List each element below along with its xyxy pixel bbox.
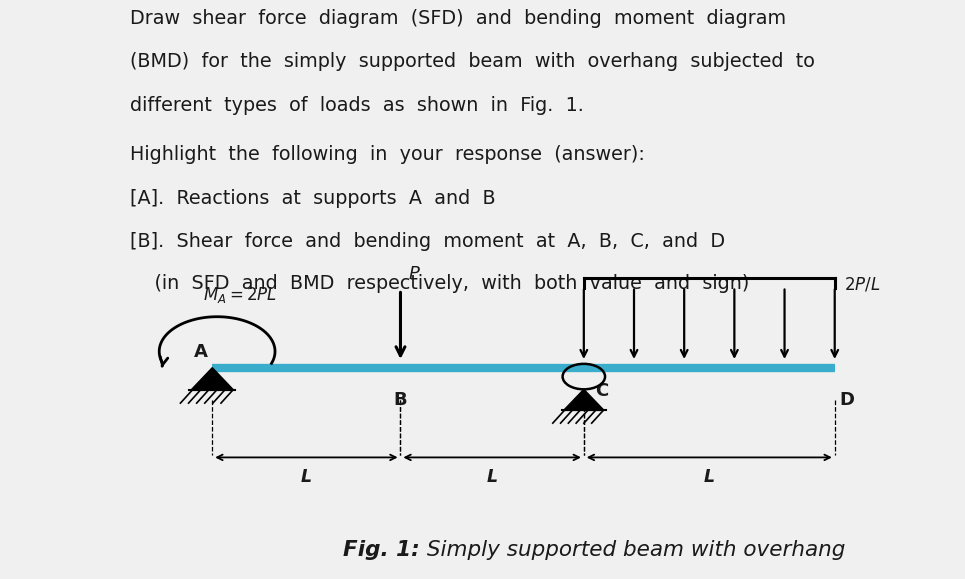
Text: [B].  Shear  force  and  bending  moment  at  A,  B,  C,  and  D: [B]. Shear force and bending moment at A… [130,232,726,251]
Text: L: L [486,468,498,486]
Text: $\mathbf{\it{M_A = 2PL}}$: $\mathbf{\it{M_A = 2PL}}$ [203,285,277,305]
Text: C: C [595,382,609,400]
Text: Highlight  the  following  in  your  response  (answer):: Highlight the following in your response… [130,145,646,164]
Text: (BMD)  for  the  simply  supported  beam  with  overhang  subjected  to: (BMD) for the simply supported beam with… [130,52,815,71]
Text: Fig. 1:: Fig. 1: [343,540,420,560]
Text: D: D [840,391,855,409]
Polygon shape [191,368,234,390]
Polygon shape [564,389,604,411]
Text: $\mathbf{\it{2P/L}}$: $\mathbf{\it{2P/L}}$ [844,275,881,293]
Text: Simply supported beam with overhang: Simply supported beam with overhang [420,540,845,560]
Text: B: B [394,391,407,409]
Text: different  types  of  loads  as  shown  in  Fig.  1.: different types of loads as shown in Fig… [130,96,584,115]
Text: (in  SFD  and  BMD  respectively,  with  both  value  and  sign): (in SFD and BMD respectively, with both … [130,273,750,292]
Text: $\mathbf{\it{P}}$: $\mathbf{\it{P}}$ [408,265,421,283]
Text: L: L [703,468,715,486]
Text: A: A [194,343,207,361]
Text: Draw  shear  force  diagram  (SFD)  and  bending  moment  diagram: Draw shear force diagram (SFD) and bendi… [130,9,786,28]
Text: [A].  Reactions  at  supports  A  and  B: [A]. Reactions at supports A and B [130,189,496,208]
Text: L: L [301,468,312,486]
